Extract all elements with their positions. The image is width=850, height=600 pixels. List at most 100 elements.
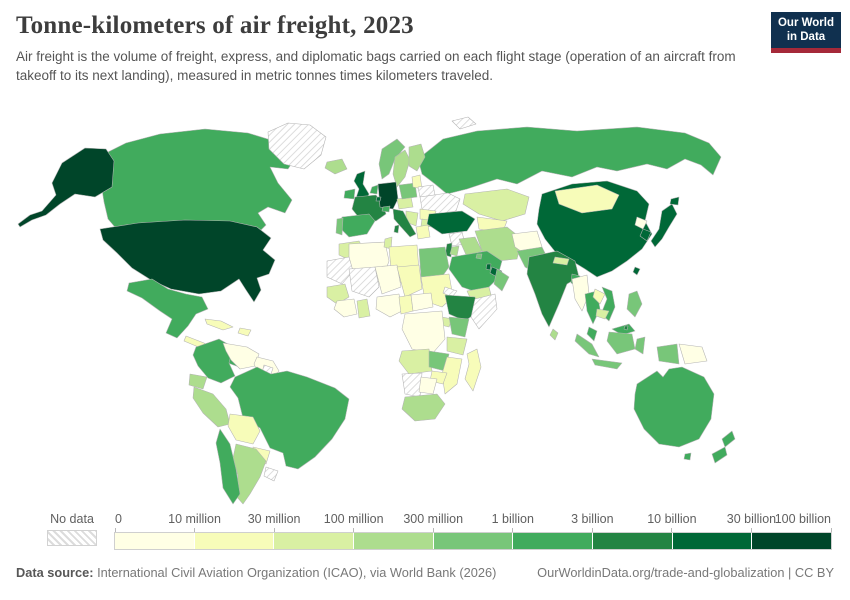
country-luxembourg[interactable] <box>375 196 382 202</box>
country-philippines[interactable] <box>626 290 643 318</box>
country-india[interactable] <box>526 250 580 328</box>
country-kuwait[interactable] <box>475 253 483 260</box>
country-indonesia[interactable] <box>634 336 646 355</box>
country-netherlands[interactable] <box>369 184 379 195</box>
country-france[interactable] <box>351 194 387 222</box>
country-south-africa[interactable] <box>401 393 446 422</box>
legend-bin-0[interactable] <box>115 533 195 549</box>
country-saudi-arabia[interactable] <box>448 250 503 295</box>
country-cuba[interactable] <box>204 318 234 331</box>
country-niger[interactable] <box>374 264 402 295</box>
legend-bin-2[interactable] <box>274 533 355 549</box>
country-tanzania[interactable] <box>446 336 468 356</box>
country-indonesia[interactable] <box>656 343 680 365</box>
country-italy[interactable] <box>392 208 417 238</box>
legend-no-data-swatch[interactable] <box>47 530 97 546</box>
legend-bin-1[interactable] <box>194 533 275 549</box>
country-svalbard[interactable] <box>451 116 477 130</box>
country-united-states[interactable] <box>99 219 276 303</box>
country-angola[interactable] <box>398 348 433 375</box>
country-south-korea[interactable] <box>639 228 652 242</box>
country-cambodia[interactable] <box>595 308 610 320</box>
country-kenya[interactable] <box>448 316 470 338</box>
legend-tick <box>353 528 355 533</box>
country-kazakhstan[interactable] <box>462 188 530 222</box>
country-mozambique[interactable] <box>441 356 463 395</box>
country-botswana[interactable] <box>418 376 438 395</box>
country-chad[interactable] <box>396 264 423 298</box>
legend-bin-6[interactable] <box>593 533 673 549</box>
legend-tick-label: 1 billion <box>491 512 534 526</box>
country-new-zealand[interactable] <box>721 430 736 448</box>
country-somalia[interactable] <box>470 293 498 330</box>
country-spain[interactable] <box>338 213 376 238</box>
legend-bin-5[interactable] <box>513 533 594 549</box>
country-australia[interactable] <box>683 452 692 461</box>
country-italy[interactable] <box>393 224 400 234</box>
country-ghana[interactable] <box>356 298 371 319</box>
country-germany[interactable] <box>377 181 399 210</box>
chart-header: Tonne-kilometers of air freight, 2023 Ai… <box>16 12 841 86</box>
country-myanmar[interactable] <box>571 274 590 312</box>
country-portugal[interactable] <box>335 217 344 236</box>
legend-tick <box>273 528 275 533</box>
country-uruguay[interactable] <box>263 466 279 482</box>
owid-logo[interactable]: Our World in Data <box>771 12 841 54</box>
legend-bin-4[interactable] <box>433 533 514 549</box>
legend-tick <box>114 528 116 533</box>
country-greece[interactable] <box>415 224 431 240</box>
country-united-states[interactable] <box>17 147 115 228</box>
country-chile[interactable] <box>215 428 241 505</box>
country-indonesia[interactable] <box>574 333 600 358</box>
country-nepal[interactable] <box>552 256 570 266</box>
country-taiwan[interactable] <box>632 266 641 276</box>
country-russia[interactable] <box>417 126 722 195</box>
country-bolivia[interactable] <box>227 413 261 445</box>
country-oman[interactable] <box>493 268 510 292</box>
country-qatar[interactable] <box>485 263 492 271</box>
country-ireland[interactable] <box>343 188 356 200</box>
country-venezuela[interactable] <box>222 342 260 370</box>
country-democratic-republic-of-congo[interactable] <box>401 310 446 355</box>
owid-url-license-link[interactable]: OurWorldinData.org/trade-and-globalizati… <box>537 565 834 580</box>
country-nigeria[interactable] <box>375 293 403 318</box>
country-japan[interactable] <box>669 196 680 206</box>
country-indonesia[interactable] <box>606 331 636 355</box>
country-malaysia[interactable] <box>586 326 598 342</box>
country-colombia[interactable] <box>192 338 236 384</box>
legend-bin-7[interactable] <box>672 533 753 549</box>
country-greenland[interactable] <box>267 122 327 170</box>
legend-tick-label: 100 million <box>323 512 384 526</box>
country-mauritania[interactable] <box>326 256 354 285</box>
country-ecuador[interactable] <box>188 373 208 390</box>
country-namibia[interactable] <box>401 372 423 398</box>
country-poland[interactable] <box>398 182 418 200</box>
country-switzerland[interactable] <box>381 205 391 213</box>
legend-bin-3[interactable] <box>354 533 434 549</box>
legend-tick-label: 100 billion <box>774 512 831 526</box>
country-iceland[interactable] <box>324 158 348 175</box>
country-laos[interactable] <box>592 288 606 305</box>
country-mexico[interactable] <box>126 278 209 339</box>
country-sri-lanka[interactable] <box>549 328 559 341</box>
country-guinea[interactable] <box>333 298 358 318</box>
country-mali[interactable] <box>348 266 380 298</box>
country-australia[interactable] <box>633 366 715 448</box>
country-central-african-republic[interactable] <box>410 292 434 312</box>
country-new-zealand[interactable] <box>711 446 728 464</box>
country-brunei[interactable] <box>623 325 629 331</box>
legend-bin-8[interactable] <box>752 533 832 549</box>
country-madagascar[interactable] <box>464 348 482 392</box>
country-finland[interactable] <box>408 143 426 172</box>
country-norway[interactable] <box>378 138 406 180</box>
country-dominican-republic[interactable] <box>237 327 252 337</box>
country-japan[interactable] <box>650 203 678 248</box>
country-indonesia[interactable] <box>591 358 623 370</box>
country-papua-new-guinea[interactable] <box>678 343 708 365</box>
country-turkey[interactable] <box>426 210 476 235</box>
country-cameroon[interactable] <box>398 294 414 315</box>
country-egypt[interactable] <box>418 246 450 282</box>
country-mongolia[interactable] <box>554 184 620 214</box>
country-sweden[interactable] <box>392 149 411 188</box>
country-peru[interactable] <box>192 386 231 428</box>
